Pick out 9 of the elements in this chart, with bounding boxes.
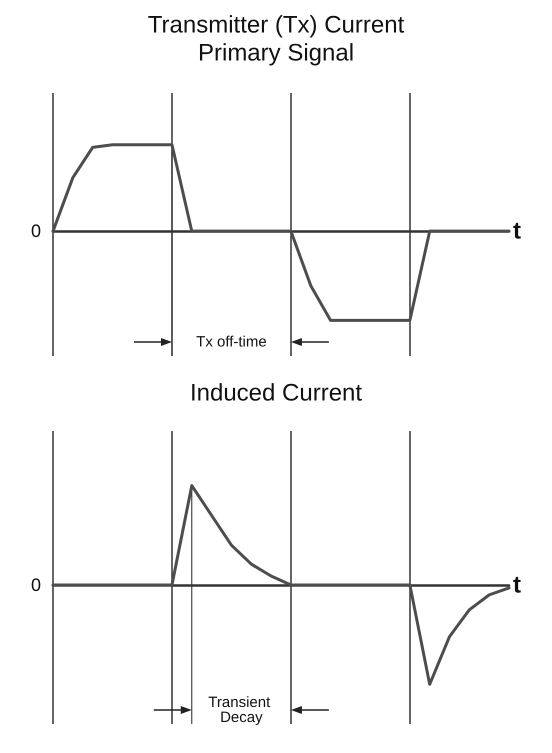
text: 0 bbox=[30, 574, 41, 595]
chart-title: Transmitter (Tx) Current bbox=[148, 12, 405, 38]
chart-title: Induced Current bbox=[190, 380, 362, 406]
text: Transient Decay bbox=[208, 694, 274, 726]
text: Tx off-time bbox=[196, 334, 267, 350]
x-axis-title: t bbox=[513, 571, 521, 598]
x-axis-title: t bbox=[513, 218, 521, 245]
chart-subtitle: Primary Signal bbox=[198, 40, 354, 66]
text: 0 bbox=[30, 221, 41, 242]
